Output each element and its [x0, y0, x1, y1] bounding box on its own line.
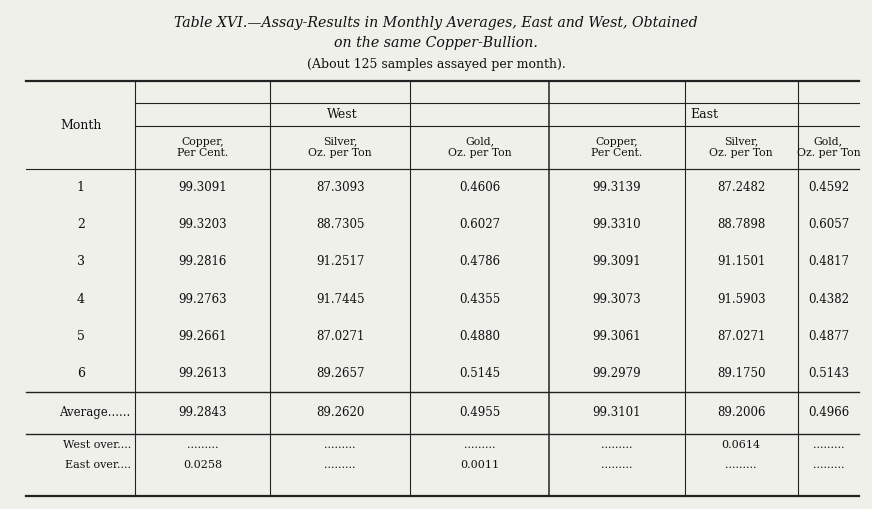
Text: 91.7445: 91.7445 [316, 293, 364, 305]
Text: East: East [690, 108, 719, 121]
Text: West: West [327, 108, 358, 121]
Text: Table XVI.—Assay-Results in Monthly Averages, East and West, Obtained: Table XVI.—Assay-Results in Monthly Aver… [174, 16, 698, 31]
Text: 99.3073: 99.3073 [593, 293, 641, 305]
Text: 0.4817: 0.4817 [807, 256, 849, 268]
Text: Copper,
Per Cent.: Copper, Per Cent. [177, 136, 228, 158]
Text: 99.3310: 99.3310 [593, 218, 641, 231]
Text: 1: 1 [77, 181, 85, 194]
Text: 99.2979: 99.2979 [593, 367, 641, 380]
Text: 0.4606: 0.4606 [459, 181, 501, 194]
Text: 99.3139: 99.3139 [593, 181, 641, 194]
Text: .........: ......... [813, 460, 844, 470]
Text: Silver,
Oz. per Ton: Silver, Oz. per Ton [309, 136, 371, 158]
Text: 87.0271: 87.0271 [717, 330, 766, 343]
Text: .........: ......... [813, 440, 844, 449]
Text: 0.5145: 0.5145 [459, 367, 501, 380]
Text: 99.3101: 99.3101 [593, 406, 641, 419]
Text: 2: 2 [77, 218, 85, 231]
Text: 0.4786: 0.4786 [459, 256, 501, 268]
Text: (About 125 samples assayed per month).: (About 125 samples assayed per month). [307, 58, 565, 71]
Text: 0.4966: 0.4966 [807, 406, 849, 419]
Text: 0.4382: 0.4382 [807, 293, 849, 305]
Text: 0.4592: 0.4592 [807, 181, 849, 194]
Text: 99.2843: 99.2843 [179, 406, 227, 419]
Text: 87.2482: 87.2482 [717, 181, 766, 194]
Text: 0.6027: 0.6027 [459, 218, 501, 231]
Text: 99.3061: 99.3061 [593, 330, 641, 343]
Text: 0.6057: 0.6057 [807, 218, 849, 231]
Text: 0.4955: 0.4955 [459, 406, 501, 419]
Text: Gold,
Oz. per Ton: Gold, Oz. per Ton [797, 136, 860, 158]
Text: 91.1501: 91.1501 [717, 256, 766, 268]
Text: .........: ......... [726, 460, 757, 470]
Text: 0.0614: 0.0614 [722, 440, 760, 449]
Text: 5: 5 [77, 330, 85, 343]
Text: 91.5903: 91.5903 [717, 293, 766, 305]
Text: West over....: West over.... [63, 440, 131, 449]
Text: 99.3091: 99.3091 [179, 181, 227, 194]
Text: 99.3091: 99.3091 [593, 256, 641, 268]
Text: 91.2517: 91.2517 [316, 256, 364, 268]
Text: 88.7305: 88.7305 [316, 218, 364, 231]
Text: 0.4877: 0.4877 [807, 330, 849, 343]
Text: Silver,
Oz. per Ton: Silver, Oz. per Ton [710, 136, 773, 158]
Text: .........: ......... [601, 440, 633, 449]
Text: on the same Copper-Bullion.: on the same Copper-Bullion. [334, 36, 538, 50]
Text: 87.0271: 87.0271 [316, 330, 364, 343]
Text: Average......: Average...... [59, 406, 131, 419]
Text: Copper,
Per Cent.: Copper, Per Cent. [591, 136, 643, 158]
Text: Month: Month [60, 119, 101, 132]
Text: 87.3093: 87.3093 [316, 181, 364, 194]
Text: 0.0258: 0.0258 [183, 460, 222, 470]
Text: 89.2006: 89.2006 [717, 406, 766, 419]
Text: .........: ......... [324, 440, 356, 449]
Text: 4: 4 [77, 293, 85, 305]
Text: 99.3203: 99.3203 [179, 218, 227, 231]
Text: 99.2613: 99.2613 [179, 367, 227, 380]
Text: 89.1750: 89.1750 [717, 367, 766, 380]
Text: 89.2657: 89.2657 [316, 367, 364, 380]
Text: 99.2763: 99.2763 [179, 293, 227, 305]
Text: .........: ......... [187, 440, 219, 449]
Text: East over....: East over.... [65, 460, 131, 470]
Text: .........: ......... [464, 440, 495, 449]
Text: 99.2816: 99.2816 [179, 256, 227, 268]
Text: 3: 3 [77, 256, 85, 268]
Text: 6: 6 [77, 367, 85, 380]
Text: .........: ......... [324, 460, 356, 470]
Text: 0.4355: 0.4355 [459, 293, 501, 305]
Text: 88.7898: 88.7898 [717, 218, 766, 231]
Text: 0.4880: 0.4880 [459, 330, 501, 343]
Text: 0.5143: 0.5143 [807, 367, 849, 380]
Text: .........: ......... [601, 460, 633, 470]
Text: 99.2661: 99.2661 [179, 330, 227, 343]
Text: 0.0011: 0.0011 [460, 460, 499, 470]
Text: Gold,
Oz. per Ton: Gold, Oz. per Ton [448, 136, 511, 158]
Text: 89.2620: 89.2620 [316, 406, 364, 419]
